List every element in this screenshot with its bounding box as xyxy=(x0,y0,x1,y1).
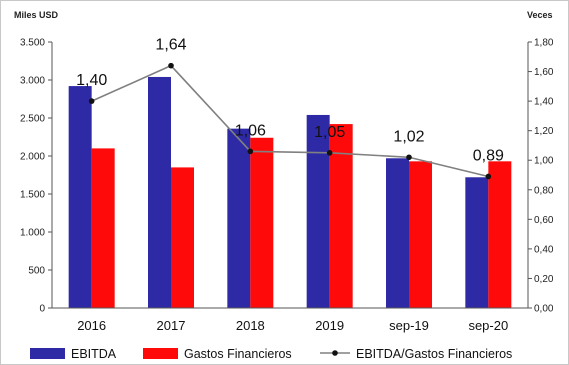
left-axis-ticks: 0 500 1.000 1.500 2.000 2.500 3.000 3.500 xyxy=(20,38,52,315)
right-axis-unit: Veces xyxy=(527,10,553,20)
ratio-data-label: 1,05 xyxy=(314,124,345,141)
left-tick-label: 1.000 xyxy=(20,228,45,239)
bar-gastos-financieros xyxy=(171,167,194,308)
bar-gastos-financieros xyxy=(91,148,115,308)
right-tick-label: 0,60 xyxy=(534,215,554,226)
ratio-line-series xyxy=(88,62,492,180)
bar-ebitda xyxy=(148,76,171,309)
category-label: 2018 xyxy=(236,318,265,333)
right-tick-label: 1,00 xyxy=(534,156,554,167)
legend-marker-ratio xyxy=(332,350,338,356)
legend-label-ratio: EBITDA/Gastos Financieros xyxy=(356,347,512,361)
bar-gastos-financieros xyxy=(329,124,353,308)
right-tick-label: 1,60 xyxy=(534,67,554,78)
bar-ebitda xyxy=(68,86,92,308)
legend: EBITDA Gastos Financieros EBITDA/Gastos … xyxy=(30,347,512,361)
left-tick-label: 3.000 xyxy=(20,76,45,87)
right-tick-label: 0,40 xyxy=(534,244,554,255)
bar-ebitda xyxy=(465,177,489,308)
left-axis-unit: Miles USD xyxy=(14,10,59,20)
right-tick-label: 0,00 xyxy=(534,304,554,315)
right-axis-ticks: 0,00 0,20 0,40 0,60 0,80 1,00 1,20 1,40 1,60 1,80 xyxy=(528,38,554,315)
left-tick-label: 0 xyxy=(39,304,45,315)
ratio-data-label: 1,40 xyxy=(76,72,107,89)
right-tick-label: 0,20 xyxy=(534,274,554,285)
bar-gastos-financieros xyxy=(488,161,512,308)
bar-series xyxy=(68,76,512,309)
ratio-data-label: 1,02 xyxy=(393,128,424,145)
bar-gastos-financieros xyxy=(250,137,274,308)
ratio-point xyxy=(88,98,95,104)
legend-label-gastos-financieros: Gastos Financieros xyxy=(184,347,292,361)
ratio-data-label: 0,89 xyxy=(473,147,504,164)
legend-label-ebitda: EBITDA xyxy=(71,347,117,361)
ratio-data-labels: 1,40 1,64 1,06 1,05 1,02 0,89 xyxy=(76,37,504,165)
ratio-line xyxy=(91,64,489,178)
left-tick-label: 3.500 xyxy=(20,38,45,49)
category-label: 2019 xyxy=(315,318,344,333)
right-tick-label: 0,80 xyxy=(534,185,554,196)
left-tick-label: 2.000 xyxy=(20,152,45,163)
category-label: 2016 xyxy=(77,318,106,333)
ratio-point xyxy=(247,148,254,155)
legend-swatch-gastos-financieros xyxy=(143,348,178,359)
bar-gastos-financieros xyxy=(409,161,432,308)
bar-ebitda xyxy=(386,158,409,308)
right-tick-label: 1,40 xyxy=(534,97,554,108)
category-label: sep-20 xyxy=(468,318,508,333)
right-tick-label: 1,20 xyxy=(534,126,554,137)
bar-ebitda xyxy=(306,114,330,309)
ratio-point xyxy=(406,154,412,161)
category-labels: 2016 2017 2018 2019 sep-19 sep-20 xyxy=(77,318,508,333)
ratio-point xyxy=(168,62,174,69)
left-tick-label: 1.500 xyxy=(20,190,45,201)
category-label: 2017 xyxy=(157,318,186,333)
category-label: sep-19 xyxy=(389,318,429,333)
right-tick-label: 1,80 xyxy=(534,38,554,49)
left-tick-label: 2.500 xyxy=(20,114,45,125)
bar-ebitda xyxy=(227,128,251,308)
ratio-data-label: 1,64 xyxy=(155,37,186,54)
ratio-data-label: 1,06 xyxy=(235,122,266,139)
left-tick-label: 500 xyxy=(28,266,45,277)
ratio-point xyxy=(326,150,333,156)
legend-swatch-ebitda xyxy=(30,348,65,359)
ratio-point xyxy=(485,173,492,180)
